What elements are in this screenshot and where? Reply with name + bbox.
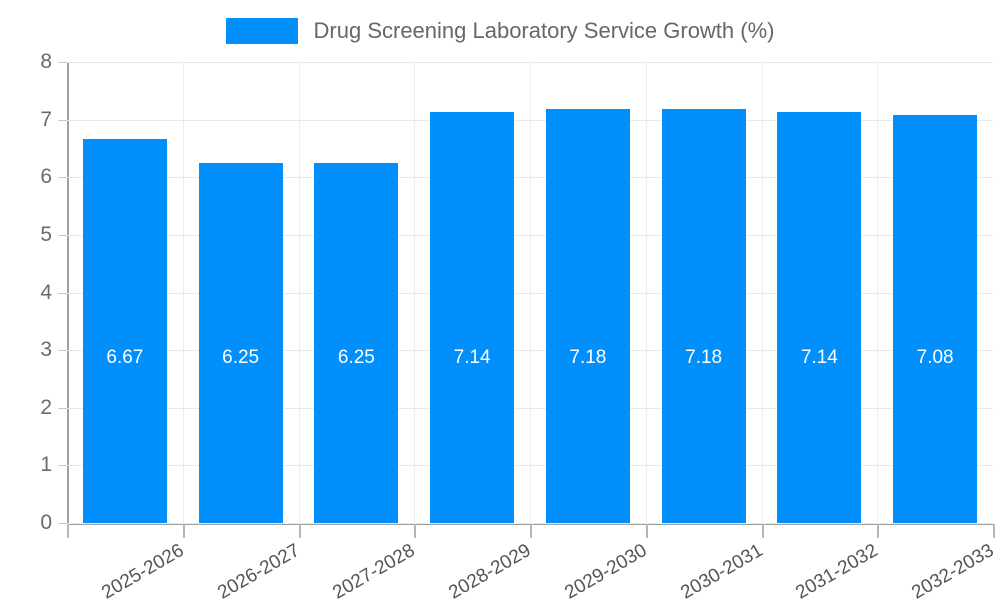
x-axis-tick-mark <box>414 524 416 538</box>
y-axis-tick-mark <box>58 119 67 121</box>
y-axis-tick-label: 4 <box>40 280 52 304</box>
bar[interactable] <box>661 109 746 523</box>
gridline-vertical <box>530 62 531 523</box>
x-axis-tick-mark <box>299 524 301 538</box>
x-axis-tick-mark <box>67 524 69 538</box>
y-axis-tick-label: 1 <box>40 453 52 477</box>
gridline-vertical <box>762 62 763 523</box>
x-axis-tick-mark <box>993 524 995 538</box>
y-axis-tick-mark <box>58 292 67 294</box>
y-axis-tick-mark <box>58 234 67 236</box>
y-axis-tick-mark <box>58 350 67 352</box>
x-axis-label: 2030-2031 <box>676 540 767 604</box>
bar-value-label: 7.14 <box>453 347 491 369</box>
bar-value-label: 7.08 <box>916 347 954 369</box>
y-axis-tick-label: 0 <box>40 511 52 534</box>
bar-value-label: 6.25 <box>222 347 260 369</box>
y-axis-tick-mark <box>58 465 67 467</box>
gridline-vertical <box>646 62 647 523</box>
y-axis-tick-label: 7 <box>40 107 52 131</box>
bar[interactable] <box>777 111 862 523</box>
bar-value-label: 7.14 <box>800 347 838 369</box>
x-axis-tick-mark <box>646 524 648 538</box>
bar-value-label: 7.18 <box>569 347 607 369</box>
bar[interactable] <box>893 115 978 523</box>
bar[interactable] <box>545 109 630 523</box>
y-axis-tick-mark <box>58 177 67 179</box>
bar[interactable] <box>198 162 283 523</box>
bar[interactable] <box>314 162 399 523</box>
bar[interactable] <box>430 111 515 523</box>
x-axis-tick-mark <box>877 524 879 538</box>
legend-label: Drug Screening Laboratory Service Growth… <box>313 18 775 43</box>
x-axis-tick-mark <box>530 524 532 538</box>
bar-value-label: 6.25 <box>337 347 375 369</box>
y-axis-tick-label: 3 <box>40 338 52 362</box>
gridline-vertical <box>414 62 415 523</box>
x-axis-label: 2025-2026 <box>98 540 188 604</box>
chart-legend[interactable]: Drug Screening Laboratory Service Growth… <box>0 12 1000 50</box>
x-axis-tick-mark <box>762 524 764 538</box>
y-axis-tick-label: 8 <box>40 50 52 73</box>
y-axis-tick-mark <box>58 407 67 409</box>
plot-area: 6.67 6.25 6.25 7.14 7.18 7.18 7.14 7.08 <box>67 62 993 524</box>
legend-color-swatch[interactable] <box>225 18 298 44</box>
y-axis-tick-mark <box>58 62 67 63</box>
x-axis-label: 2029-2030 <box>561 540 651 604</box>
y-axis-tick-label: 6 <box>40 165 52 189</box>
bar-value-label: 6.67 <box>106 347 144 369</box>
gridline-vertical <box>877 62 878 523</box>
bar[interactable] <box>82 138 167 523</box>
y-axis-tick-label: 5 <box>40 222 52 246</box>
x-axis-label: 2031-2032 <box>792 540 882 604</box>
gridline-horizontal <box>67 523 993 524</box>
x-axis-label: 2027-2028 <box>329 540 419 604</box>
x-axis-label: 2032-2033 <box>908 540 998 604</box>
y-axis-tick-mark <box>58 523 67 524</box>
gridline-vertical <box>183 62 184 523</box>
bar-value-label: 7.18 <box>685 347 723 369</box>
gridline-vertical <box>299 62 300 523</box>
x-axis-label: 2028-2029 <box>445 540 535 604</box>
y-axis-tick-label: 2 <box>40 395 52 419</box>
x-axis-label: 2026-2027 <box>213 540 304 604</box>
x-axis-tick-mark <box>183 524 185 538</box>
